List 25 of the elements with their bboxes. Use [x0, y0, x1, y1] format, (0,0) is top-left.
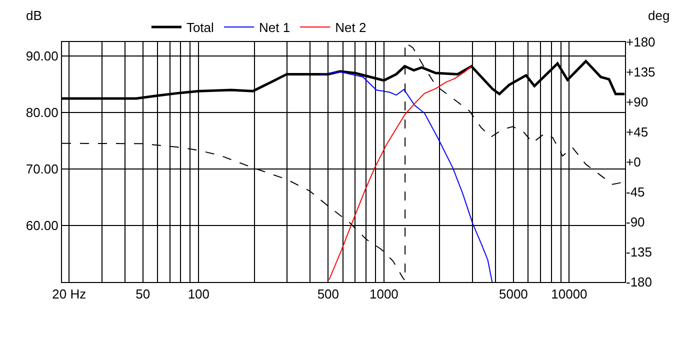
- y-axis-title: dB: [26, 8, 42, 23]
- y2-tick-label: -180: [626, 274, 652, 290]
- y2-tick-label: -135: [626, 244, 652, 260]
- x-tick-label: 5000: [498, 286, 528, 302]
- y2-tick-label: -45: [626, 184, 645, 200]
- y-tick-label: 90.00: [26, 48, 58, 64]
- legend-label: Total: [186, 20, 214, 36]
- x-tick-label: 10000: [551, 286, 588, 302]
- x-tick-label: 1000: [369, 286, 398, 302]
- y-tick-label: 80.00: [26, 105, 58, 120]
- y-tick-label: 60.00: [26, 218, 58, 234]
- x-tick-label: 100: [188, 286, 210, 302]
- y2-tick-label: +45: [626, 124, 648, 140]
- x-tick-label: 20 Hz: [52, 286, 86, 302]
- legend-label: Net 1: [259, 20, 290, 36]
- y2-tick-label: +180: [626, 34, 656, 50]
- x-tick-label: 50: [136, 286, 150, 302]
- y2-tick-label: +90: [626, 94, 648, 110]
- y2-tick-label: +135: [626, 64, 656, 80]
- y2-axis-title: deg: [648, 8, 670, 23]
- y2-tick-label: -90: [626, 214, 645, 230]
- y2-tick-label: +0: [626, 154, 641, 170]
- x-tick-label: 500: [317, 286, 340, 302]
- y-tick-label: 70.00: [26, 162, 58, 177]
- legend-label: Net 2: [335, 20, 366, 36]
